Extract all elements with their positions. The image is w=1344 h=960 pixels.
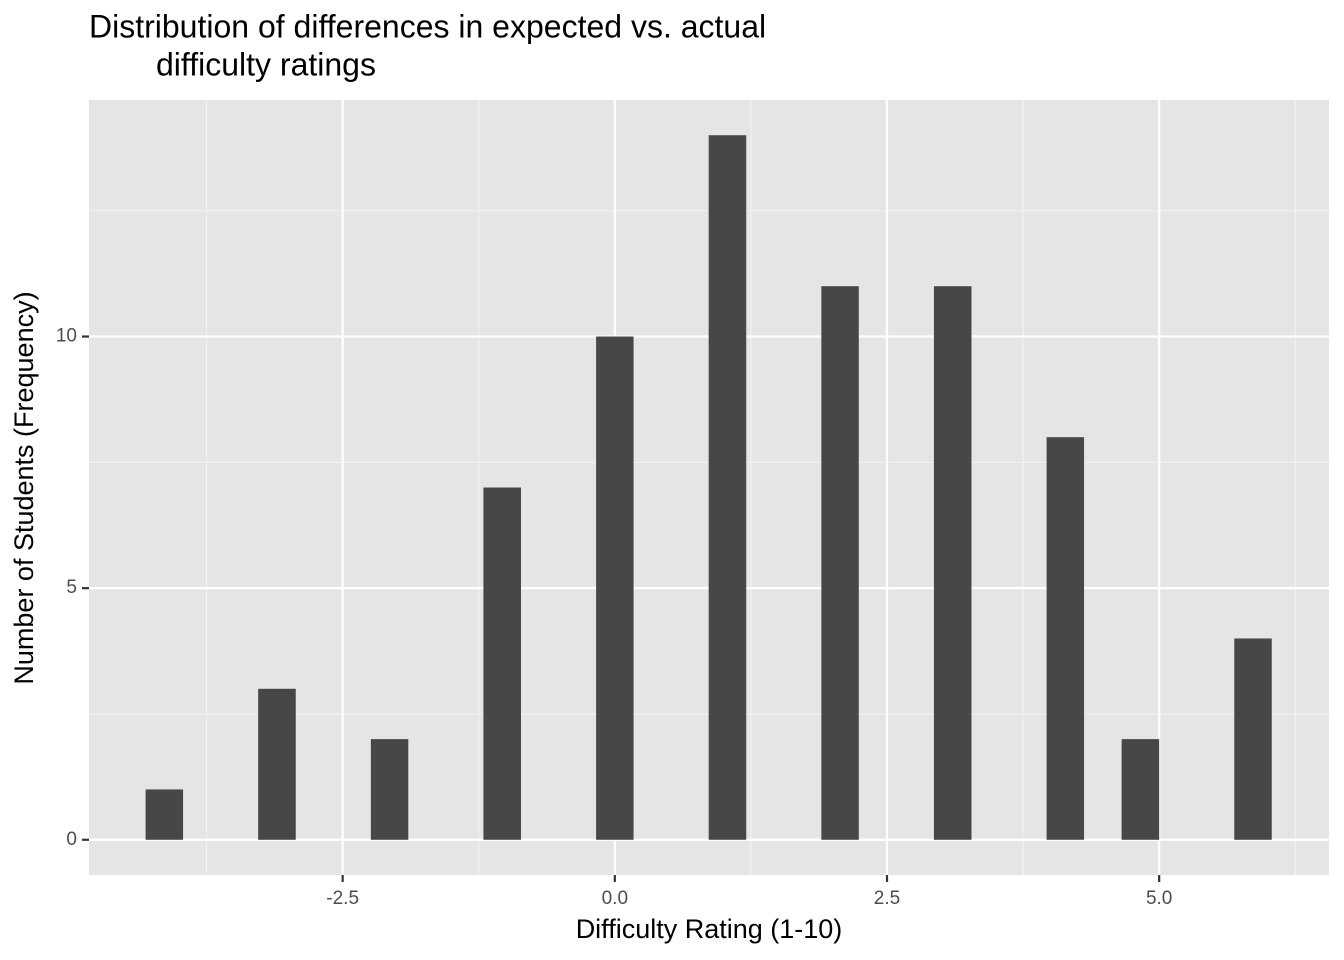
x-tick-label: 2.5 bbox=[874, 888, 900, 909]
bar bbox=[370, 739, 409, 840]
x-tick-label: 0.0 bbox=[602, 888, 628, 909]
chart-title: Distribution of differences in expected … bbox=[89, 8, 766, 44]
bar bbox=[1046, 437, 1085, 840]
x-tick-label: 5.0 bbox=[1146, 888, 1172, 909]
y-tick-label: 0 bbox=[66, 829, 77, 850]
bar bbox=[1234, 638, 1272, 840]
y-tick-label: 10 bbox=[56, 326, 77, 347]
bar bbox=[596, 336, 634, 840]
bar bbox=[933, 286, 972, 840]
bar bbox=[145, 789, 184, 840]
bar bbox=[821, 286, 859, 840]
bar bbox=[708, 135, 747, 840]
y-axis-label: Number of Students (Frequency) bbox=[9, 291, 39, 684]
chart-title: difficulty ratings bbox=[156, 46, 376, 82]
bar bbox=[483, 487, 521, 840]
x-axis-label: Difficulty Rating (1-10) bbox=[576, 914, 843, 944]
x-tick-label: -2.5 bbox=[326, 888, 359, 909]
bar bbox=[258, 688, 296, 840]
bar bbox=[1121, 739, 1160, 840]
y-tick-label: 5 bbox=[66, 577, 77, 598]
